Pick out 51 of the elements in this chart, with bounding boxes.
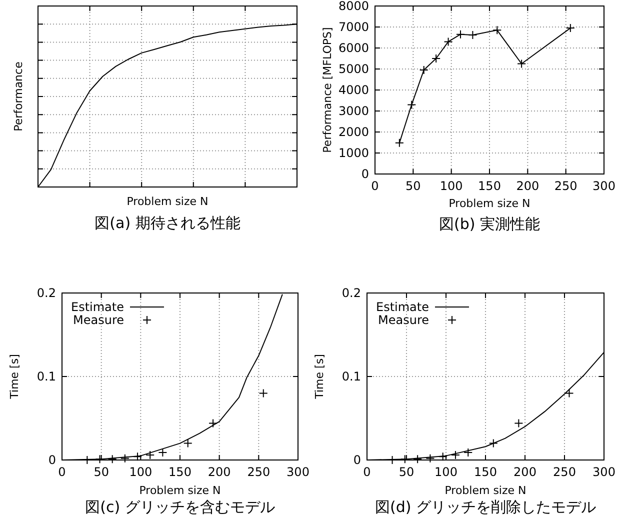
y-axis-title: Time [s] — [8, 354, 21, 400]
y-tick-label: 0.1 — [36, 370, 56, 384]
x-tick-label: 150 — [474, 465, 497, 479]
x-tick-label: 200 — [208, 465, 231, 479]
x-tick-label: 250 — [553, 465, 576, 479]
y-tick-label: 7000 — [338, 20, 369, 34]
x-axis-title: Problem size N — [126, 195, 208, 208]
legend-label: Measure — [73, 313, 124, 327]
y-tick-label: 0.1 — [342, 370, 361, 384]
x-tick-label: 200 — [516, 179, 540, 193]
x-tick-label: 50 — [398, 465, 414, 479]
y-tick-label: 3000 — [338, 104, 369, 118]
y-tick-label: 0.2 — [36, 286, 56, 300]
x-tick-label: 250 — [247, 465, 270, 479]
y-tick-label: 0.2 — [342, 286, 361, 300]
x-tick-label: 100 — [129, 465, 152, 479]
text: 図(c) グリッチを含むモデル — [85, 498, 275, 516]
legend-label: Estimate — [70, 300, 124, 314]
y-tick-label: 0 — [48, 453, 56, 467]
y-tick-label: 1000 — [338, 146, 369, 160]
x-tick-label: 100 — [434, 465, 458, 479]
y-axis-title: Performance [MFLOPS] — [321, 27, 334, 153]
x-tick-label: 100 — [440, 179, 463, 193]
y-tick-label: 5000 — [338, 62, 369, 76]
x-tick-label: 0 — [371, 179, 379, 193]
x-axis-title: Problem size N — [444, 484, 526, 497]
y-axis-title: Time [s] — [313, 354, 326, 400]
x-tick-label: 300 — [592, 179, 616, 193]
legend-label: Estimate — [376, 300, 429, 314]
x-tick-label: 50 — [94, 465, 109, 479]
x-axis-title: Problem size N — [139, 484, 221, 497]
x-tick-label: 300 — [592, 465, 616, 479]
x-tick-label: 150 — [478, 179, 501, 193]
x-tick-label: 0 — [58, 465, 66, 479]
y-tick-label: 4000 — [338, 83, 369, 97]
text: 図(b) 実測性能 — [439, 215, 540, 233]
x-tick-label: 250 — [554, 179, 578, 193]
y-tick-label: 0 — [353, 453, 361, 467]
x-tick-label: 150 — [168, 465, 192, 479]
x-tick-label: 300 — [286, 465, 310, 479]
y-axis-title: Performance — [12, 61, 25, 132]
y-tick-label: 0 — [361, 167, 369, 181]
y-tick-label: 8000 — [338, 0, 369, 13]
x-tick-label: 200 — [514, 465, 536, 479]
text: 図(d) グリッチを削除したモデル — [375, 498, 596, 516]
text: 図(a) 期待される性能 — [94, 214, 240, 232]
legend-label: Measure — [378, 313, 429, 327]
x-axis-title: Problem size N — [448, 197, 530, 210]
y-tick-label: 6000 — [338, 41, 369, 55]
y-tick-label: 2000 — [338, 125, 369, 139]
x-tick-label: 50 — [406, 179, 421, 193]
